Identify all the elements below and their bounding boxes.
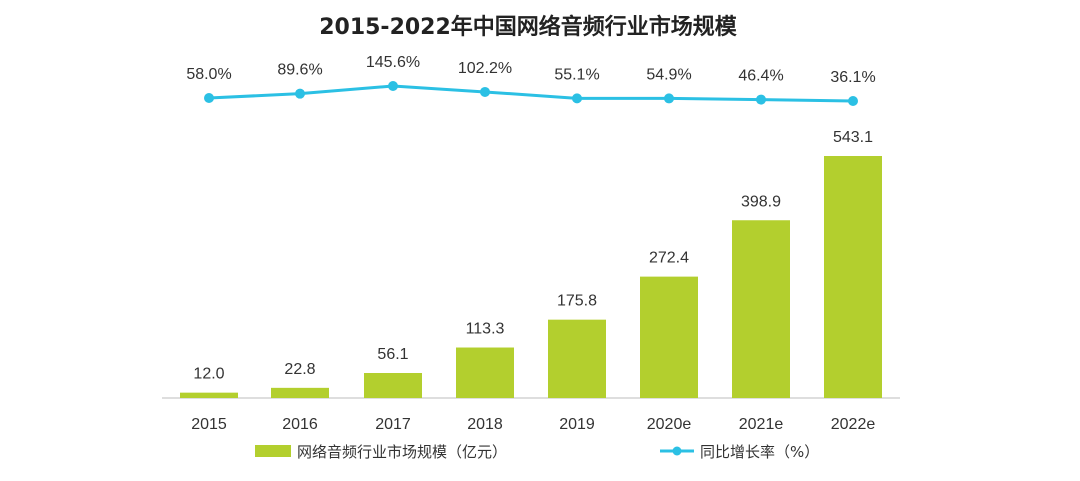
bar-value-label-2016: 22.8 — [284, 361, 315, 378]
bar-2018 — [456, 347, 514, 398]
bar-value-label-2020e: 272.4 — [649, 250, 689, 267]
growth-point-2021e — [756, 94, 766, 105]
x-tick-2015: 2015 — [191, 416, 227, 433]
growth-label-2018: 102.2% — [458, 60, 512, 77]
growth-point-2017 — [388, 81, 398, 91]
growth-label-2017: 145.6% — [366, 54, 420, 71]
growth-point-2019 — [572, 93, 582, 104]
growth-label-2015: 58.0% — [186, 66, 231, 83]
bar-value-label-2022e: 543.1 — [833, 129, 873, 146]
x-tick-2017: 2017 — [375, 416, 411, 433]
x-tick-2018: 2018 — [467, 416, 503, 433]
bar-value-label-2017: 56.1 — [377, 346, 408, 363]
growth-label-2019: 55.1% — [554, 66, 599, 83]
growth-label-2016: 89.6% — [277, 62, 322, 79]
growth-point-2015 — [204, 93, 214, 103]
legend-line-label: 同比增长率（%） — [700, 443, 819, 461]
bar-value-label-2019: 175.8 — [557, 293, 597, 310]
growth-point-2022e — [848, 96, 858, 106]
bar-2022e — [824, 156, 882, 398]
x-ticks-layer: 2015 2016 2017 2018 2019 2020e 2021e 2022e — [191, 416, 875, 433]
bar-2017 — [364, 373, 422, 398]
growth-rate-line — [208, 84, 854, 103]
bar-2015 — [180, 392, 238, 398]
legend-line-marker — [672, 446, 682, 456]
bar-value-label-2021e: 398.9 — [741, 193, 781, 210]
bar-value-label-2015: 12.0 — [193, 366, 224, 383]
chart-title: 2015-2022年中国网络音频行业市场规模 — [319, 14, 738, 40]
x-tick-2020e: 2020e — [647, 416, 692, 433]
legend: 网络音频行业市场规模（亿元） 同比增长率（%） — [255, 443, 819, 461]
growth-point-2016 — [295, 88, 305, 99]
growth-point-2018 — [480, 86, 490, 97]
growth-label-2022e: 36.1% — [830, 69, 875, 86]
growth-line-layer: 58.0% 89.6% 145.6% 102.2% 55.1% 54.9% 46.4% 36.… — [186, 54, 876, 106]
x-tick-2022e: 2022e — [831, 416, 876, 433]
bar-2016 — [271, 387, 329, 398]
x-tick-2019: 2019 — [559, 416, 595, 433]
legend-bar-label: 网络音频行业市场规模（亿元） — [297, 443, 507, 461]
growth-label-2021e: 46.4% — [738, 68, 783, 85]
bar-2019 — [548, 319, 606, 398]
x-tick-2016: 2016 — [282, 416, 318, 433]
bar-value-label-2018: 113.3 — [466, 321, 505, 338]
legend-bar-swatch — [255, 445, 291, 457]
growth-label-2020e: 54.9% — [646, 66, 691, 83]
x-tick-2021e: 2021e — [739, 416, 784, 433]
bars-layer: 12.0 22.8 56.1 113.3 175.8 272.4 398.9 543.1 — [180, 129, 882, 398]
bar-2021e — [732, 220, 790, 398]
bar-2020e — [640, 276, 698, 398]
growth-point-2020e — [664, 93, 674, 104]
